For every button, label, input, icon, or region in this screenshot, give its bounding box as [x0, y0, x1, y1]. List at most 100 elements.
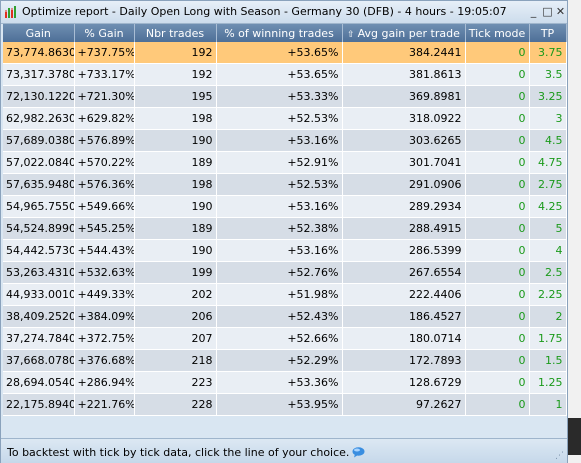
cell-pct-gain: +576.89%	[74, 129, 135, 152]
cell-pct-gain: +721.30%	[74, 85, 135, 108]
cell-tp: 4.25	[529, 195, 567, 218]
cell-tick-mode: 0	[465, 261, 530, 284]
cell-avg-gain: 128.6729	[342, 371, 466, 394]
cell-gain: 54,965.7550	[3, 195, 75, 218]
cell-gain: 44,933.0010	[3, 283, 75, 306]
cell-tp: 3.25	[529, 85, 567, 108]
cell-avg-gain: 97.2627	[342, 393, 466, 416]
cell-pct-gain: +733.17%	[74, 63, 135, 86]
cell-tp: 3.5	[529, 63, 567, 86]
cell-avg-gain: 172.7893	[342, 349, 466, 372]
cell-tick-mode: 0	[465, 107, 530, 130]
cell-tp: 2.5	[529, 261, 567, 284]
cell-winning-trades: +51.98%	[216, 283, 343, 306]
cell-avg-gain: 186.4527	[342, 305, 466, 328]
cell-avg-gain: 267.6554	[342, 261, 466, 284]
cell-tp: 2	[529, 305, 567, 328]
window-title: Optimize report - Daily Open Long with S…	[22, 5, 507, 18]
cell-nbr-trades: 190	[134, 239, 217, 262]
table-row[interactable]: 73,774.8630 +737.75% 192 +53.65% 384.2441 0 3.…	[3, 42, 567, 64]
table-row[interactable]: 22,175.8940 +221.76% 228 +53.95% 97.2627 0 1	[3, 393, 567, 416]
maximize-button[interactable]: □	[542, 5, 553, 18]
results-table: Gain % Gain Nbr trades % of winning trad…	[3, 24, 567, 416]
cell-avg-gain: 288.4915	[342, 217, 466, 240]
cell-tick-mode: 0	[465, 129, 530, 152]
cell-winning-trades: +53.36%	[216, 371, 343, 394]
column-header-tick-mode[interactable]: Tick mode	[465, 24, 530, 42]
table-row[interactable]: 72,130.1220 +721.30% 195 +53.33% 369.8981 0 3.…	[3, 85, 567, 108]
cell-nbr-trades: 223	[134, 371, 217, 394]
title-bar[interactable]: Optimize report - Daily Open Long with S…	[1, 1, 567, 24]
cell-nbr-trades: 189	[134, 151, 217, 174]
cell-gain: 22,175.8940	[3, 393, 75, 416]
minimize-button[interactable]: _	[530, 5, 537, 18]
cell-winning-trades: +52.53%	[216, 173, 343, 196]
cell-tp: 1.5	[529, 349, 567, 372]
cell-winning-trades: +52.91%	[216, 151, 343, 174]
cell-tp: 1.25	[529, 371, 567, 394]
cell-pct-gain: +376.68%	[74, 349, 135, 372]
table-row[interactable]: 53,263.4310 +532.63% 199 +52.76% 267.6554 0 2.…	[3, 261, 567, 284]
cell-tp: 4.5	[529, 129, 567, 152]
cell-tick-mode: 0	[465, 239, 530, 262]
column-header-tp[interactable]: TP	[529, 24, 567, 42]
table-row[interactable]: 62,982.2630 +629.82% 198 +52.53% 318.0922 0 3	[3, 107, 567, 130]
column-header-winning-trades[interactable]: % of winning trades	[216, 24, 343, 42]
cell-tp: 1.75	[529, 327, 567, 350]
table-row[interactable]: 57,635.9480 +576.36% 198 +52.53% 291.0906 0 2.…	[3, 173, 567, 196]
table-row[interactable]: 54,965.7550 +549.66% 190 +53.16% 289.2934 0 4.…	[3, 195, 567, 218]
cell-gain: 57,635.9480	[3, 173, 75, 196]
cell-winning-trades: +53.33%	[216, 85, 343, 108]
table-row[interactable]: 73,317.3780 +733.17% 192 +53.65% 381.8613 0 3.…	[3, 63, 567, 86]
table-row[interactable]: 54,524.8990 +545.25% 189 +52.38% 288.4915 0 5	[3, 217, 567, 240]
table-row[interactable]: 44,933.0010 +449.33% 202 +51.98% 222.4406 0 2.…	[3, 283, 567, 306]
cell-pct-gain: +286.94%	[74, 371, 135, 394]
cell-gain: 73,774.8630	[3, 42, 75, 64]
cell-nbr-trades: 228	[134, 393, 217, 416]
cell-tp: 5	[529, 217, 567, 240]
cell-pct-gain: +570.22%	[74, 151, 135, 174]
table-row[interactable]: 38,409.2520 +384.09% 206 +52.43% 186.4527 0 2	[3, 305, 567, 328]
cell-pct-gain: +449.33%	[74, 283, 135, 306]
cell-tick-mode: 0	[465, 371, 530, 394]
cell-tp: 2.25	[529, 283, 567, 306]
cell-winning-trades: +53.95%	[216, 393, 343, 416]
cell-tp: 3.75	[529, 42, 567, 64]
cell-pct-gain: +384.09%	[74, 305, 135, 328]
column-header-gain[interactable]: Gain	[3, 24, 75, 42]
cell-gain: 73,317.3780	[3, 63, 75, 86]
cell-pct-gain: +576.36%	[74, 173, 135, 196]
column-header-pct-gain[interactable]: % Gain	[74, 24, 135, 42]
cell-winning-trades: +53.16%	[216, 195, 343, 218]
cell-nbr-trades: 190	[134, 195, 217, 218]
cell-gain: 28,694.0540	[3, 371, 75, 394]
table-row[interactable]: 37,274.7840 +372.75% 207 +52.66% 180.0714 0 1.…	[3, 327, 567, 350]
cell-tick-mode: 0	[465, 195, 530, 218]
cell-gain: 72,130.1220	[3, 85, 75, 108]
column-header-avg-gain[interactable]: ⇧ Avg gain per trade	[342, 24, 466, 42]
resize-grip-icon[interactable]: ⋰	[555, 451, 564, 461]
cell-avg-gain: 369.8981	[342, 85, 466, 108]
cell-tp: 4.75	[529, 151, 567, 174]
column-header-nbr-trades[interactable]: Nbr trades	[134, 24, 217, 42]
cell-gain: 62,982.2630	[3, 107, 75, 130]
cell-tick-mode: 0	[465, 327, 530, 350]
cell-pct-gain: +549.66%	[74, 195, 135, 218]
cell-avg-gain: 303.6265	[342, 129, 466, 152]
cell-tp: 4	[529, 239, 567, 262]
table-row[interactable]: 54,442.5730 +544.43% 190 +53.16% 286.5399 0 4	[3, 239, 567, 262]
table-row[interactable]: 37,668.0780 +376.68% 218 +52.29% 172.7893 0 1.…	[3, 349, 567, 372]
cell-nbr-trades: 218	[134, 349, 217, 372]
cell-gain: 37,668.0780	[3, 349, 75, 372]
table-row[interactable]: 57,022.0840 +570.22% 189 +52.91% 301.7041 0 4.…	[3, 151, 567, 174]
cell-pct-gain: +532.63%	[74, 261, 135, 284]
table-row[interactable]: 57,689.0380 +576.89% 190 +53.16% 303.6265 0 4.…	[3, 129, 567, 152]
close-button[interactable]: ✕	[555, 5, 566, 18]
speech-bubble-icon[interactable]	[352, 447, 365, 458]
table-row[interactable]: 28,694.0540 +286.94% 223 +53.36% 128.6729 0 1.…	[3, 371, 567, 394]
cell-gain: 57,689.0380	[3, 129, 75, 152]
cell-nbr-trades: 195	[134, 85, 217, 108]
background-dark-region	[568, 418, 581, 455]
cell-tp: 2.75	[529, 173, 567, 196]
cell-gain: 54,524.8990	[3, 217, 75, 240]
